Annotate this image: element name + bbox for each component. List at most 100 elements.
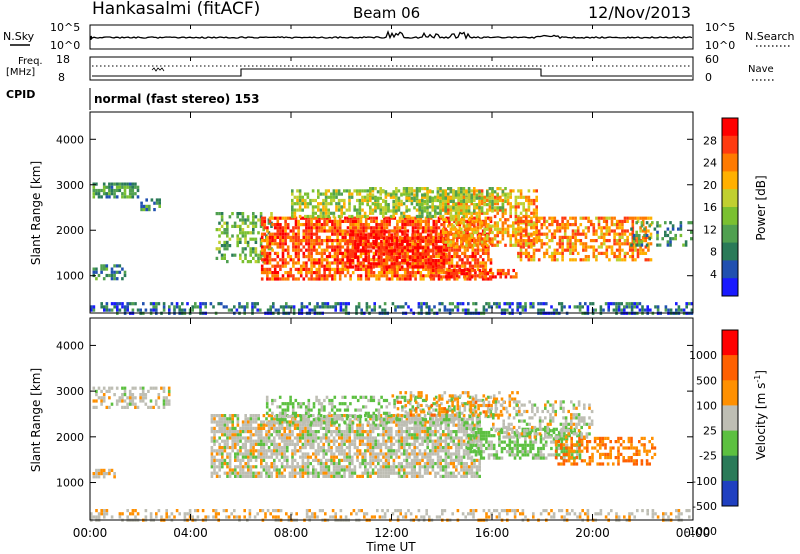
scatter-cell <box>649 258 653 262</box>
scatter-cell <box>312 245 316 249</box>
scatter-cell <box>535 198 538 203</box>
scatter-cell <box>286 223 290 227</box>
scatter-cell <box>218 452 221 456</box>
scatter-cell <box>324 305 327 309</box>
scatter-cell <box>241 231 245 235</box>
scatter-cell <box>359 264 363 268</box>
scatter-cell <box>301 433 305 437</box>
scatter-cell <box>317 436 320 440</box>
scatter-cell <box>231 234 234 238</box>
scatter-cell <box>436 190 440 194</box>
scatter-cell <box>574 248 577 252</box>
scatter-cell <box>411 258 415 262</box>
scatter-cell <box>437 236 440 240</box>
scatter-cell <box>669 237 672 241</box>
scatter-cell <box>279 232 282 236</box>
scatter-cell <box>483 268 487 273</box>
scatter-cell <box>318 271 321 275</box>
scatter-cell <box>514 198 518 203</box>
scatter-cell <box>305 219 308 223</box>
scatter-cell <box>396 271 399 275</box>
scatter-cell <box>452 203 455 207</box>
scatter-cell <box>483 272 487 276</box>
scatter-cell <box>530 242 533 246</box>
scatter-cell <box>249 439 253 443</box>
scatter-cell <box>374 243 378 247</box>
scatter-cell <box>444 234 447 238</box>
scatter-cell <box>279 226 282 230</box>
scatter-cell <box>504 208 507 212</box>
scatter-cell <box>496 227 499 231</box>
scatter-cell <box>231 446 234 450</box>
scatter-cell <box>429 239 433 243</box>
scatter-cell <box>436 198 440 203</box>
scatter-cell <box>527 205 531 209</box>
scatter-cell <box>247 471 250 475</box>
scatter-cell <box>573 305 577 309</box>
scatter-cell <box>140 204 143 208</box>
scatter-cell <box>403 271 407 275</box>
scatter-cell <box>392 205 395 209</box>
scatter-cell <box>384 203 388 207</box>
scatter-cell <box>398 243 401 247</box>
scatter-cell <box>236 442 240 446</box>
scatter-cell <box>296 423 299 427</box>
scatter-cell <box>312 430 315 434</box>
scatter-cell <box>249 231 252 235</box>
scatter-cell <box>315 267 319 271</box>
scatter-cell <box>97 468 101 472</box>
scatter-cell <box>239 218 242 222</box>
scatter-cell <box>306 439 310 443</box>
scatter-cell <box>199 308 202 312</box>
scatter-cell <box>483 240 486 244</box>
scatter-cell <box>377 246 381 250</box>
scatter-cell <box>317 430 320 434</box>
scatter-cell <box>467 190 471 194</box>
power-cells <box>90 182 694 315</box>
scatter-cell <box>414 277 417 281</box>
scatter-cell <box>97 515 101 519</box>
scatter-cell <box>100 396 103 400</box>
scatter-cell <box>149 302 153 306</box>
scatter-cell <box>233 515 236 519</box>
scatter-cell <box>509 240 512 244</box>
scatter-cell <box>370 235 373 239</box>
scatter-cell <box>332 198 336 203</box>
scatter-cell <box>126 402 129 406</box>
scatter-cell <box>118 182 122 186</box>
scatter-cell <box>341 229 345 233</box>
scatter-cell <box>499 218 502 222</box>
scatter-cell <box>260 471 263 475</box>
scatter-cell <box>348 214 351 219</box>
scatter-cell <box>344 267 347 271</box>
scatter-cell <box>309 430 312 434</box>
scatter-cell <box>592 232 596 236</box>
scatter-cell <box>92 305 96 309</box>
scatter-cell <box>312 414 315 418</box>
scatter-cell <box>228 446 232 450</box>
scatter-cell <box>221 430 224 434</box>
scatter-cell <box>393 274 397 278</box>
scatter-cell <box>428 199 432 203</box>
scatter-cell <box>337 189 341 193</box>
scatter-cell <box>537 229 541 233</box>
scatter-cell <box>409 219 412 223</box>
scatter-cell <box>370 219 373 223</box>
scatter-cell <box>437 271 441 275</box>
scatter-cell <box>319 417 323 421</box>
scatter-cell <box>265 471 268 475</box>
scatter-cell <box>403 216 407 220</box>
scatter-cell <box>420 305 423 309</box>
scatter-cell <box>308 302 311 306</box>
scatter-cell <box>324 189 328 193</box>
scatter-cell <box>307 229 311 233</box>
scatter-cell <box>496 187 499 191</box>
scatter-cell <box>448 245 451 249</box>
scatter-cell <box>297 267 300 271</box>
scatter-cell <box>134 405 137 409</box>
scatter-cell <box>279 264 282 268</box>
scatter-cell <box>351 252 355 256</box>
scatter-cell <box>291 205 294 209</box>
scatter-cell <box>343 198 346 203</box>
scatter-cell <box>332 214 336 219</box>
